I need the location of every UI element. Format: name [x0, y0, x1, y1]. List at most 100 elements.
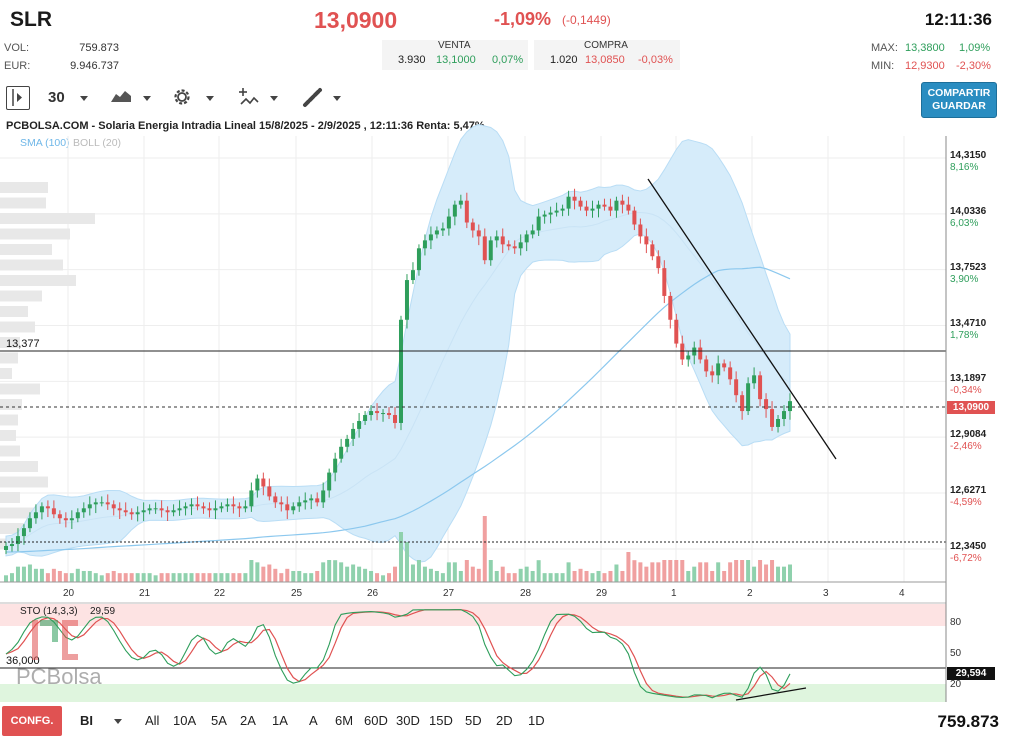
candle: [758, 371, 763, 407]
candle-body: [237, 506, 242, 509]
candle-body: [171, 510, 176, 513]
pencil-icon[interactable]: [302, 86, 324, 111]
candle-body: [309, 498, 314, 501]
volume-bar: [650, 562, 655, 582]
candle-body: [710, 371, 715, 376]
stoch-trend-line[interactable]: [735, 687, 807, 701]
candle: [189, 498, 194, 516]
period-1d[interactable]: 1D: [528, 713, 545, 728]
period-a[interactable]: A: [309, 713, 318, 728]
y-tick-pct: 3,90%: [950, 273, 979, 285]
candle: [321, 482, 326, 508]
volume-bar: [758, 560, 763, 582]
volume-bar: [117, 573, 122, 582]
volume-bar: [722, 570, 727, 582]
period-2a[interactable]: 2A: [240, 713, 256, 728]
chevron-down-icon[interactable]: [80, 96, 88, 101]
stoch-label: STO (14,3,3): [20, 606, 78, 617]
volume-bar: [321, 562, 326, 582]
legend-boll[interactable]: BOLL (20): [73, 137, 122, 149]
trend-line[interactable]: [647, 178, 837, 460]
candle-body: [375, 411, 380, 414]
candle-body: [369, 411, 374, 416]
candle-body: [225, 504, 230, 507]
share-save-button[interactable]: COMPARTIR GUARDAR: [921, 82, 997, 118]
chart-type-icon[interactable]: [111, 88, 133, 107]
volume-bar: [692, 566, 697, 582]
eur-label: EUR:: [4, 60, 31, 72]
candle-body: [93, 502, 98, 505]
volume-bar: [159, 573, 164, 582]
chevron-down-icon[interactable]: [270, 96, 278, 101]
current-price-tag: 13,0900: [947, 401, 995, 414]
candle: [770, 401, 775, 431]
candle-body: [105, 502, 110, 505]
period-1a[interactable]: 1A: [272, 713, 288, 728]
candle: [698, 339, 703, 364]
candle-body: [4, 546, 8, 550]
volume-bar: [99, 575, 104, 582]
volume-bar: [566, 562, 571, 582]
volume-bar: [578, 568, 583, 582]
candle: [728, 361, 733, 385]
period-30d[interactable]: 30D: [396, 713, 420, 728]
x-tick-label: 21: [139, 588, 151, 599]
candle: [351, 422, 356, 446]
toggle-panel-icon[interactable]: [6, 86, 30, 110]
period-2d[interactable]: 2D: [496, 713, 513, 728]
x-tick-label: 28: [520, 588, 532, 599]
volume-bar: [488, 560, 493, 582]
candle-body: [33, 512, 38, 519]
period-5d[interactable]: 5D: [465, 713, 482, 728]
candle-body: [500, 236, 505, 245]
period-60d[interactable]: 60D: [364, 713, 388, 728]
interval-selector[interactable]: 30: [48, 89, 65, 106]
period-6m[interactable]: 6M: [335, 713, 354, 728]
indicators-icon[interactable]: [238, 86, 260, 111]
candle-body: [434, 230, 439, 235]
candle-body: [680, 343, 685, 360]
candle: [357, 413, 362, 438]
candle: [297, 496, 302, 512]
share-label: COMPARTIR: [927, 87, 991, 99]
chevron-down-icon[interactable]: [333, 96, 341, 101]
chevron-down-icon[interactable]: [114, 719, 122, 724]
candle: [680, 335, 685, 366]
volume-bar: [662, 560, 667, 582]
volume-bar: [303, 573, 308, 582]
legend-sma[interactable]: SMA (100): [20, 137, 70, 149]
period-10a[interactable]: 10A: [173, 713, 197, 728]
candle-body: [656, 256, 661, 269]
gear-icon[interactable]: [171, 86, 193, 111]
period-all[interactable]: All: [145, 713, 160, 728]
candle: [171, 504, 176, 517]
volume-bar: [21, 566, 26, 582]
candle-body: [9, 544, 14, 547]
y-tick-label: 13,7523: [950, 261, 987, 273]
max-pct: 1,09%: [959, 42, 991, 54]
volume-bar: [530, 570, 535, 582]
candle: [500, 228, 505, 254]
candle: [243, 500, 248, 513]
candle-body: [452, 204, 457, 217]
volume-bar: [398, 532, 403, 582]
candle-body: [698, 347, 703, 360]
chevron-down-icon[interactable]: [143, 96, 151, 101]
config-button[interactable]: CONFG.: [2, 706, 62, 736]
x-tick-label: 20: [63, 588, 75, 599]
period-5a[interactable]: 5A: [211, 713, 227, 728]
scale-selector[interactable]: BI: [80, 713, 93, 728]
volume-bar: [63, 573, 68, 582]
period-15d[interactable]: 15D: [429, 713, 453, 728]
candle-body: [764, 399, 769, 410]
candle: [452, 200, 457, 226]
volume-bar: [776, 566, 781, 582]
chevron-down-icon[interactable]: [206, 96, 214, 101]
candle: [177, 500, 182, 516]
volume-bar: [620, 570, 625, 582]
candle-body: [458, 200, 463, 205]
candle-body: [231, 504, 236, 507]
candle: [674, 313, 679, 348]
candle: [33, 504, 38, 524]
